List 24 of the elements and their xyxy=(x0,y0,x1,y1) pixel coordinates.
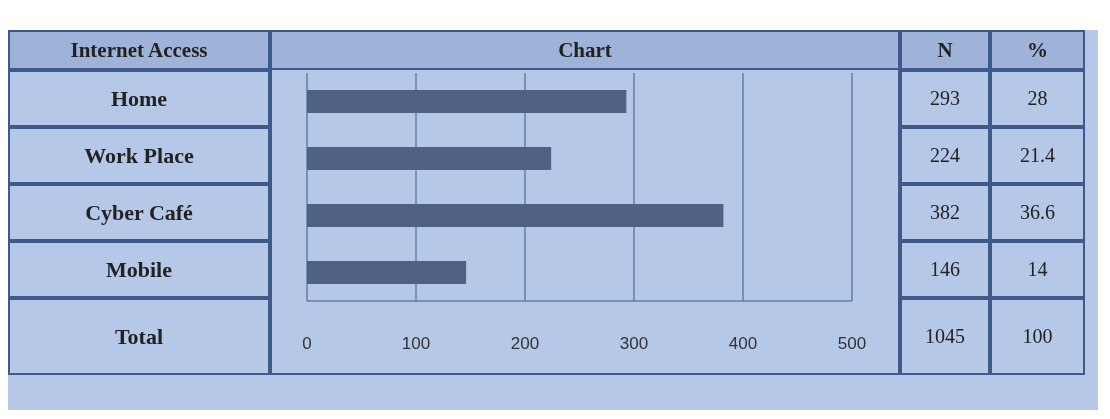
data-label: 146 xyxy=(900,241,990,298)
y-tick-label: Home xyxy=(8,70,270,127)
text: Total xyxy=(8,298,270,375)
data-label: 293 xyxy=(900,70,990,127)
x-tick-label: 300 xyxy=(619,334,649,354)
text: 36.6 xyxy=(990,184,1085,241)
chart-title: Chart xyxy=(270,30,900,70)
y-axis-title: Internet Access xyxy=(8,30,270,70)
x-tick-label: 400 xyxy=(728,334,758,354)
data-label: 382 xyxy=(900,184,990,241)
y-tick-label: Work Place xyxy=(8,127,270,184)
x-tick-label: 0 xyxy=(302,334,312,354)
y-tick-label: Cyber Café xyxy=(8,184,270,241)
data-label: 224 xyxy=(900,127,990,184)
text: 21.4 xyxy=(990,127,1085,184)
x-tick-label: 100 xyxy=(401,334,431,354)
x-tick-label: 200 xyxy=(510,334,540,354)
text: % xyxy=(990,30,1085,70)
text: 1045 xyxy=(900,298,990,375)
y-tick-label: Mobile xyxy=(8,241,270,298)
text: 14 xyxy=(990,241,1085,298)
text: N xyxy=(900,30,990,70)
text: 28 xyxy=(990,70,1085,127)
x-tick-label: 500 xyxy=(837,334,867,354)
